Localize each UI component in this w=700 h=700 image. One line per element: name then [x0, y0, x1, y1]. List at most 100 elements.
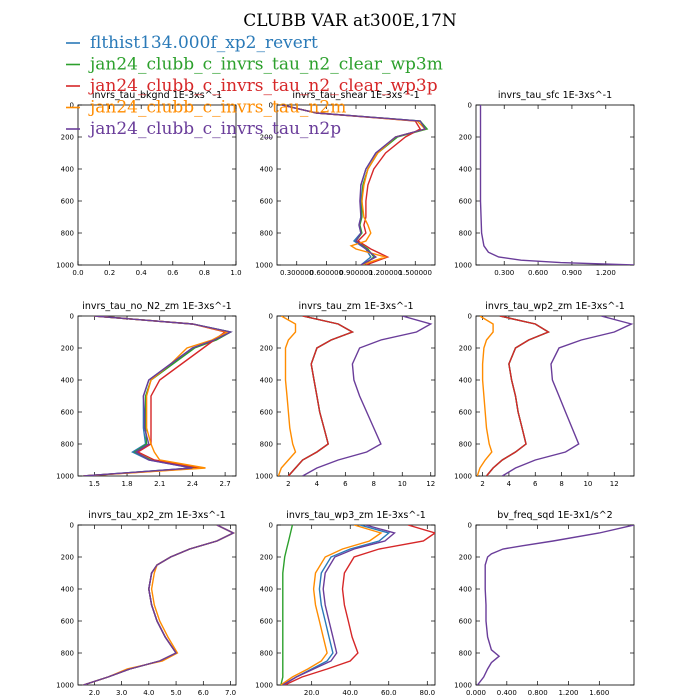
- legend-label: jan24_clubb_c_invrs_tau_n2m: [88, 98, 346, 118]
- series-line-5: [281, 105, 427, 265]
- y-tick-label: 600: [459, 409, 472, 417]
- y-tick-label: 1000: [255, 473, 273, 481]
- panel-3: invrs_tau_sfc 1E-3xs^-1 0 200 400 600 800 1000…: [454, 90, 635, 277]
- series-line-1: [83, 316, 233, 476]
- y-tick-label: 400: [459, 586, 472, 594]
- y-tick-label: 200: [61, 345, 74, 353]
- series-line-5: [282, 525, 396, 685]
- panel-frame: [475, 315, 635, 477]
- y-tick-label: 600: [61, 618, 74, 626]
- x-tick-label: 6.0: [198, 689, 209, 697]
- series-line-4: [280, 525, 383, 685]
- x-tick-label: 10: [398, 480, 407, 488]
- legend-item: jan24_clubb_c_invrs_tau_n2_clear_wp3p: [66, 76, 438, 96]
- y-tick-label: 0: [468, 313, 472, 321]
- series-line-3: [485, 316, 550, 476]
- y-tick-label: 1000: [255, 682, 273, 690]
- y-tick-label: 400: [61, 377, 74, 385]
- y-tick-label: 400: [459, 377, 472, 385]
- x-tick-label: 60.0: [381, 689, 397, 697]
- series-group: [83, 316, 233, 476]
- x-tick-label: 1.8: [121, 480, 132, 488]
- x-tick-label: 1.200: [558, 689, 578, 697]
- x-tick-label: 0.800: [528, 689, 548, 697]
- panel-title: invrs_tau_wp3_zm 1E-3xs^-1: [286, 510, 426, 521]
- y-tick-label: 0: [70, 522, 74, 530]
- series-line-4: [277, 316, 297, 476]
- series-line-3: [284, 525, 435, 685]
- y-tick-label: 600: [459, 198, 472, 206]
- x-tick-label: 6: [343, 480, 348, 488]
- y-tick-label: 600: [260, 409, 273, 417]
- x-tick-label: 40.0: [342, 689, 358, 697]
- figure-title: CLUBB VAR at300E,17N: [243, 11, 457, 31]
- y-tick-label: 1000: [56, 682, 74, 690]
- series-line-2: [287, 316, 355, 476]
- panel-title: bv_freq_sqd 1E-3x1/s^2: [497, 510, 612, 521]
- y-tick-label: 0: [468, 102, 472, 110]
- series-group: [83, 525, 235, 685]
- y-tick-label: 800: [459, 230, 472, 238]
- series-group: [479, 105, 634, 265]
- y-tick-label: 0: [269, 102, 273, 110]
- x-tick-label: 10: [583, 480, 592, 488]
- x-tick-label: 8: [372, 480, 376, 488]
- x-tick-label: 6: [533, 480, 538, 488]
- x-tick-label: 2.4: [187, 480, 199, 488]
- y-tick-label: 400: [61, 166, 74, 174]
- panel-frame: [475, 524, 635, 686]
- y-tick-label: 0: [468, 522, 472, 530]
- series-line-4: [83, 316, 230, 476]
- legend-label: flthist134.000f_xp2_revert: [90, 33, 318, 53]
- x-tick-label: 0.600000: [310, 269, 343, 277]
- panel-7: invrs_tau_xp2_zm 1E-3xs^-1 0 200 400 600 800 1…: [56, 510, 237, 697]
- legend-label: jan24_clubb_c_invrs_tau_n2_clear_wp3m: [88, 55, 443, 75]
- series-line-1: [282, 525, 391, 685]
- y-tick-label: 800: [459, 441, 472, 449]
- y-tick-label: 1000: [56, 473, 74, 481]
- y-tick-label: 600: [260, 618, 273, 626]
- y-tick-label: 0: [70, 102, 74, 110]
- x-tick-label: 0.000: [466, 689, 486, 697]
- series-line-1: [287, 316, 355, 476]
- y-tick-label: 400: [260, 166, 273, 174]
- panel-2: invrs_tau_shear 1E-3xs^-1 0 200 400 600 800 10…: [255, 90, 436, 277]
- x-tick-label: 0.2: [104, 269, 115, 277]
- y-tick-label: 600: [61, 409, 74, 417]
- panel-grid: invrs_tau_bkgnd 1E-3xs^-1020040060080010…: [56, 90, 635, 697]
- series-line-2: [280, 525, 294, 685]
- series-line-5: [302, 316, 433, 476]
- series-line-4: [281, 105, 427, 265]
- y-tick-label: 800: [61, 441, 74, 449]
- legend-item: flthist134.000f_xp2_revert: [66, 33, 318, 53]
- series-line-2: [485, 316, 550, 476]
- y-tick-label: 800: [459, 650, 472, 658]
- x-tick-label: 12: [610, 480, 619, 488]
- x-tick-label: 4.0: [143, 689, 154, 697]
- panel-title: invrs_tau_wp2_zm 1E-3xs^-1: [485, 301, 625, 312]
- x-tick-label: 12: [426, 480, 435, 488]
- x-tick-label: 1.600: [589, 689, 609, 697]
- series-line-5: [501, 316, 634, 476]
- x-tick-label: 0.900000: [339, 269, 372, 277]
- y-tick-label: 800: [61, 230, 74, 238]
- series-line-1: [485, 316, 550, 476]
- series-group: [476, 525, 634, 685]
- legend-item: jan24_clubb_c_invrs_tau_n2m: [66, 98, 346, 118]
- x-tick-label: 0.300: [494, 269, 514, 277]
- y-tick-label: 200: [459, 554, 472, 562]
- x-tick-label: 2: [480, 480, 484, 488]
- panel-title: invrs_tau_xp2_zm 1E-3xs^-1: [88, 510, 225, 521]
- x-tick-label: 1.5: [89, 480, 100, 488]
- x-tick-label: 0.900: [562, 269, 582, 277]
- y-tick-label: 200: [260, 554, 273, 562]
- x-tick-label: 0.0: [72, 269, 83, 277]
- x-tick-label: 4: [507, 480, 512, 488]
- x-tick-label: 3.0: [116, 689, 127, 697]
- legend-label: jan24_clubb_c_invrs_tau_n2_clear_wp3p: [88, 76, 438, 96]
- series-line-3: [287, 316, 355, 476]
- y-tick-label: 600: [61, 198, 74, 206]
- x-tick-label: 0.4: [136, 269, 148, 277]
- x-tick-label: 0.300000: [280, 269, 313, 277]
- y-tick-label: 600: [459, 618, 472, 626]
